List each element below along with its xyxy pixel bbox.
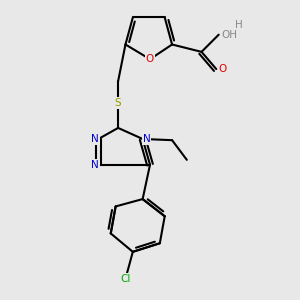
Text: N: N <box>142 134 150 144</box>
Text: OH: OH <box>221 30 237 40</box>
Text: S: S <box>115 98 122 108</box>
Text: Cl: Cl <box>120 274 131 284</box>
Text: N: N <box>91 134 98 144</box>
Text: O: O <box>146 54 154 64</box>
Text: H: H <box>235 20 242 30</box>
Text: N: N <box>91 160 98 170</box>
Text: O: O <box>219 64 227 74</box>
